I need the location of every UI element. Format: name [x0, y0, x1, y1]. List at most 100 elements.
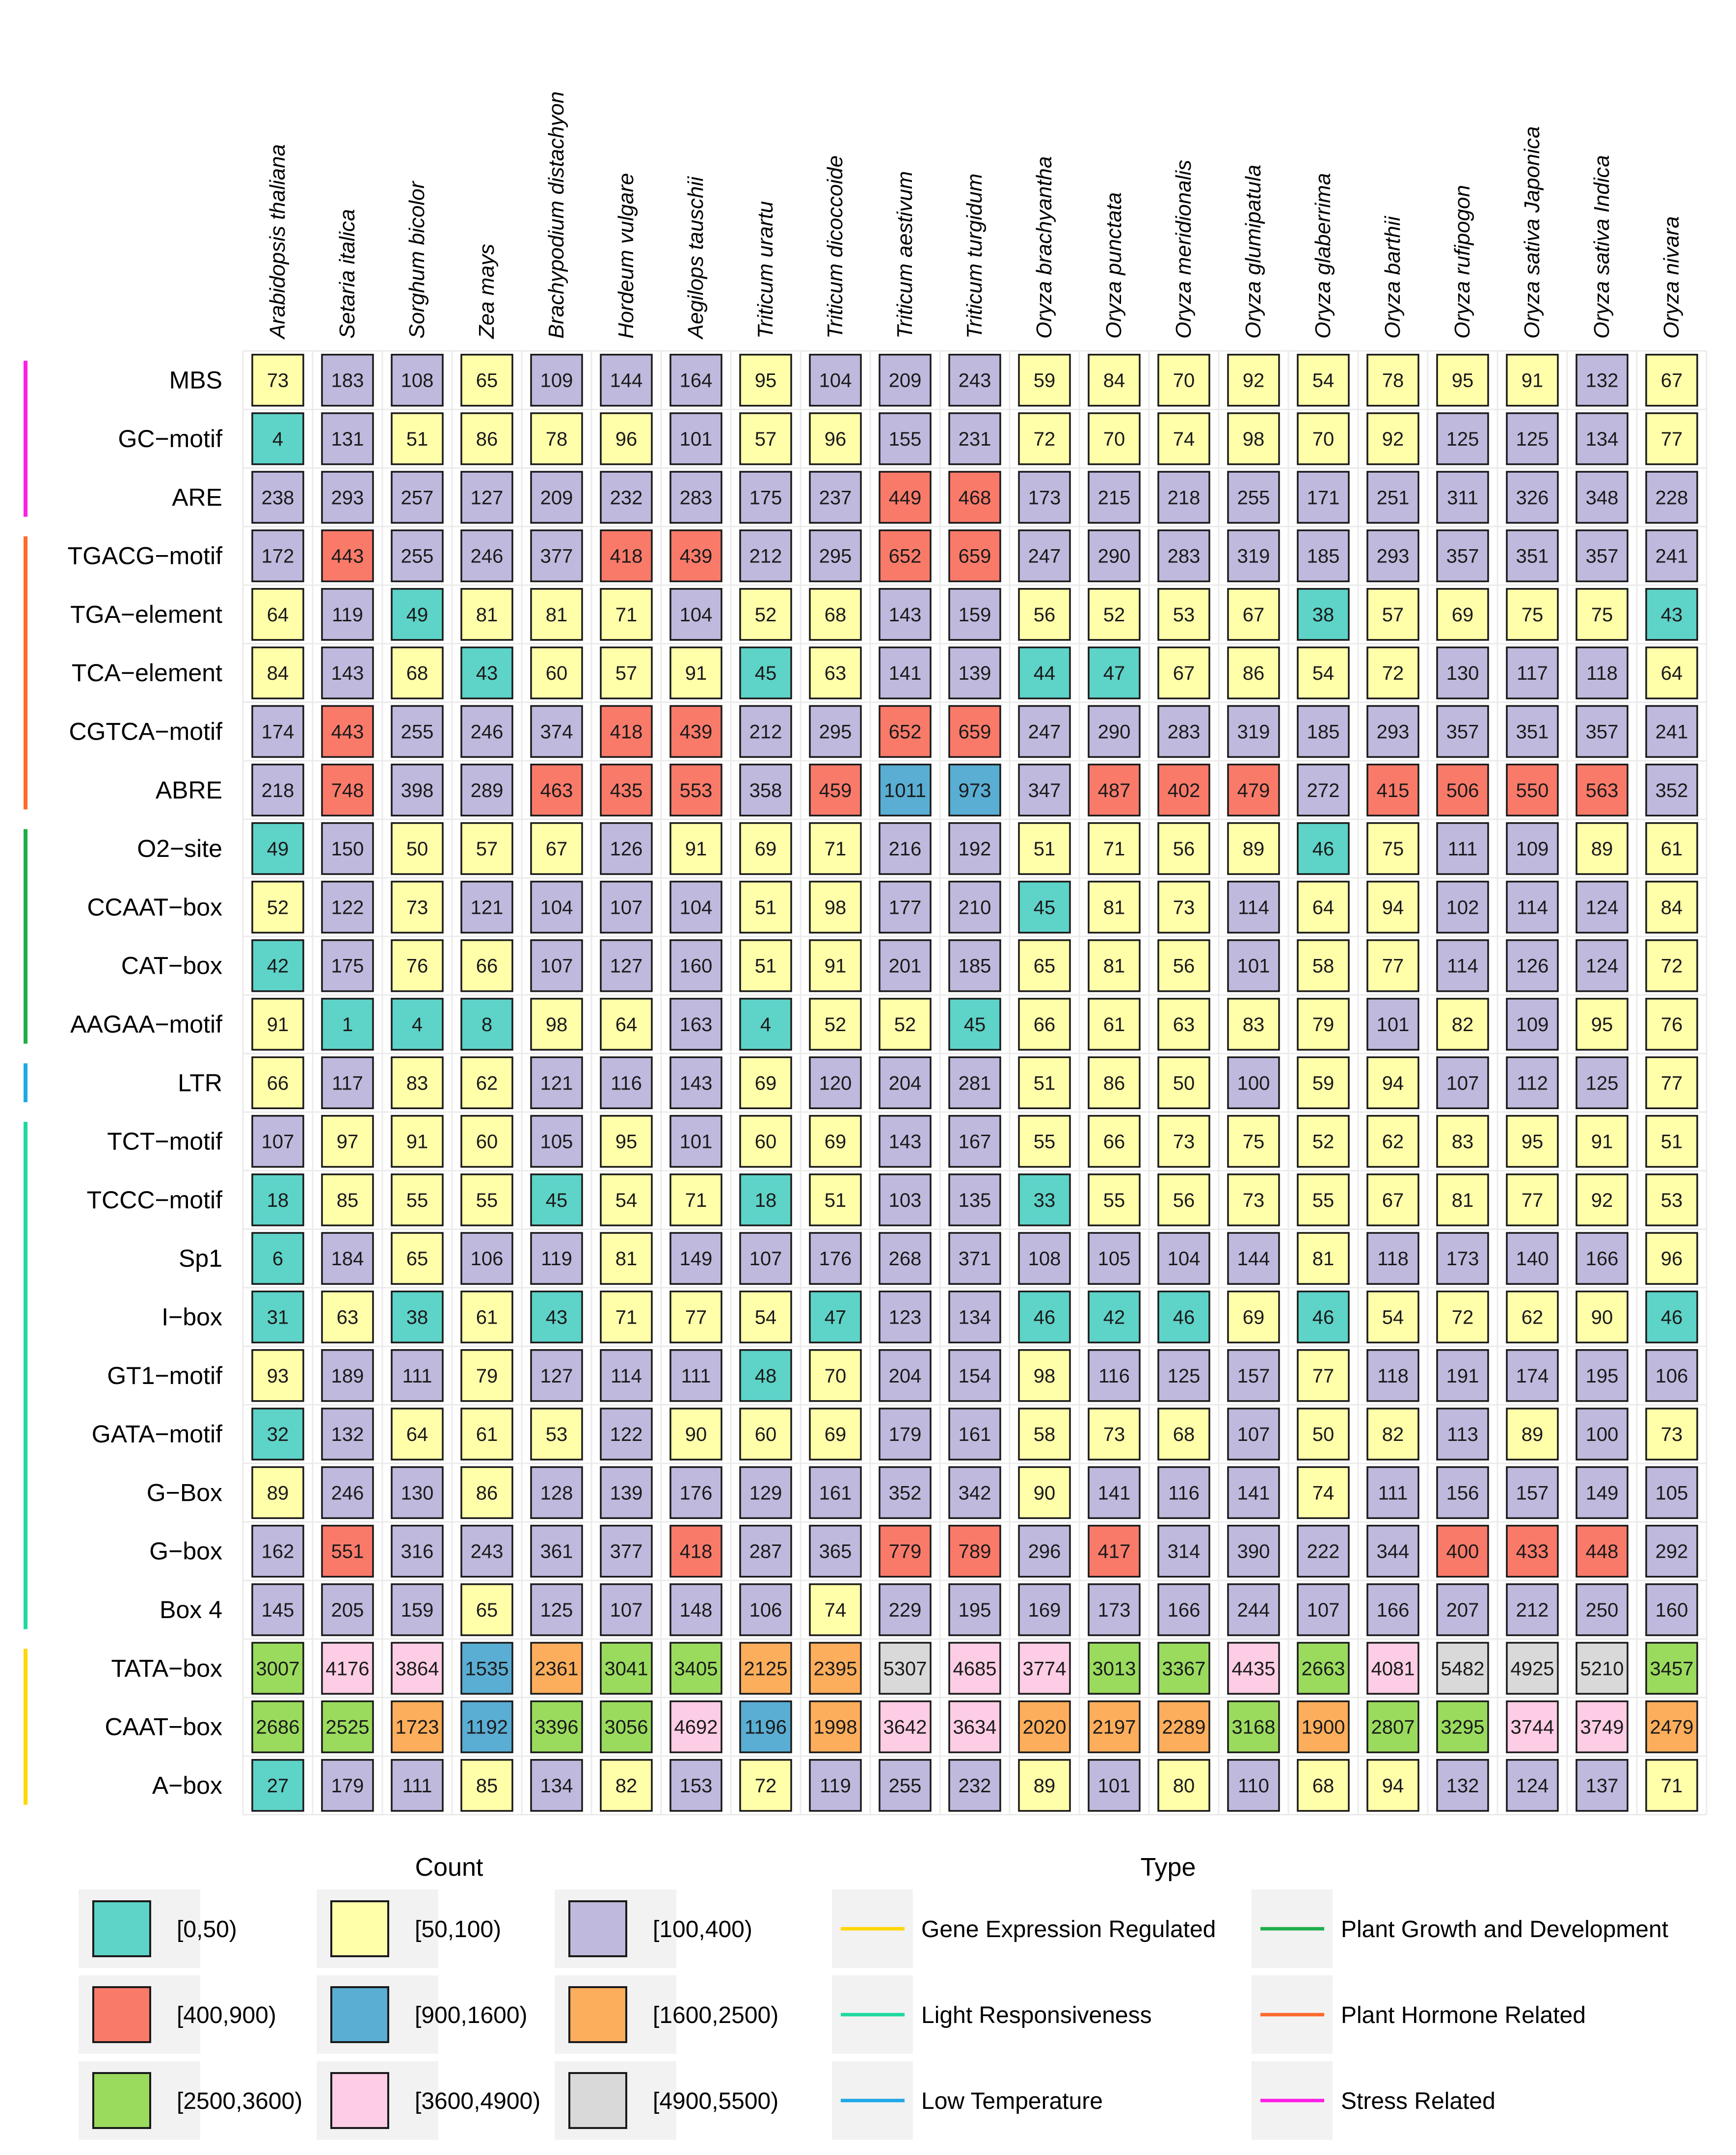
- heatmap-cell: [1645, 588, 1698, 641]
- heatmap-cell: [530, 1349, 583, 1402]
- cell-value: 46: [1661, 1306, 1683, 1328]
- cell-value: 58: [1312, 956, 1335, 977]
- heatmap-cell: [948, 1700, 1001, 1754]
- cell-value: 27: [267, 1775, 289, 1797]
- cell-value: 135: [959, 1190, 991, 1211]
- cell-value: 243: [959, 370, 991, 392]
- cell-value: 65: [476, 1599, 498, 1621]
- heatmap-cell: [530, 1115, 583, 1168]
- cell-value: 42: [1103, 1306, 1125, 1328]
- heatmap-cell: [1157, 1232, 1210, 1285]
- heatmap-cell: [600, 1583, 653, 1636]
- heatmap-cell: [1297, 1290, 1350, 1344]
- legend-swatch: [92, 1986, 151, 2043]
- heatmap-cell: [1645, 822, 1698, 875]
- cell-value: 78: [1382, 370, 1404, 392]
- heatmap-cell: [948, 412, 1001, 465]
- cell-value: 114: [611, 1365, 642, 1387]
- cell-value: 61: [476, 1306, 498, 1328]
- cell-value: 1900: [1302, 1717, 1345, 1738]
- cell-value: 4685: [953, 1658, 997, 1679]
- heatmap-cell: [251, 646, 304, 699]
- cell-value: 69: [1243, 1306, 1265, 1328]
- cell-value: 150: [331, 838, 364, 860]
- heatmap-cell: [1018, 1290, 1071, 1344]
- cell-value: 55: [1312, 1190, 1335, 1211]
- cell-value: 89: [1522, 1424, 1544, 1445]
- heatmap-cell: [1227, 412, 1280, 465]
- cell-value: 232: [610, 487, 643, 508]
- cell-value: 143: [680, 1072, 713, 1094]
- cell-value: 973: [959, 780, 991, 801]
- cell-value: 113: [1447, 1424, 1478, 1445]
- heatmap-cell: [1157, 646, 1210, 699]
- legend-swatch: [330, 2072, 389, 2129]
- cell-value: 118: [1586, 663, 1618, 684]
- heatmap-cell: [1645, 353, 1698, 407]
- heatmap-cell: [1227, 1290, 1280, 1344]
- cell-value: 2525: [326, 1717, 370, 1738]
- heatmap-cell: [1436, 1056, 1489, 1109]
- heatmap-cell: [251, 529, 304, 583]
- heatmap-cell: [669, 529, 722, 583]
- heatmap-cell: [1436, 822, 1489, 875]
- heatmap-cell: [948, 822, 1001, 875]
- cell-value: 38: [406, 1306, 428, 1328]
- heatmap-cell: [530, 998, 583, 1051]
- column-labels: Arabidopsis thaliana Setaria italica Sorgh…: [266, 91, 1683, 340]
- heatmap-cell: [321, 764, 374, 817]
- cell-value: 67: [1382, 1190, 1404, 1211]
- heatmap-cell: [1018, 764, 1071, 817]
- cell-value: 68: [1312, 1775, 1335, 1797]
- cell-value: 449: [889, 487, 922, 508]
- heatmap-cell: [1088, 529, 1141, 583]
- column-label: Oryza glumipatula: [1241, 164, 1265, 339]
- heatmap-cell: [530, 939, 583, 992]
- cell-value: 51: [755, 956, 777, 977]
- cell-value: 111: [1378, 1482, 1408, 1504]
- heatmap-cell: [321, 588, 374, 641]
- heatmap-cell: [1157, 529, 1210, 583]
- heatmap-cell: [879, 1056, 932, 1109]
- heatmap-cell: [1576, 705, 1629, 758]
- heatmap-cell: [1018, 1232, 1071, 1285]
- heatmap-cell: [1576, 1349, 1629, 1402]
- cell-value: 167: [959, 1131, 991, 1153]
- heatmap-cell: [1297, 822, 1350, 875]
- legend-label: Gene Expression Regulated: [921, 1916, 1216, 1942]
- heatmap-cell: [1366, 998, 1419, 1051]
- heatmap-cell: [1157, 705, 1210, 758]
- cell-value: 232: [959, 1775, 991, 1797]
- heatmap-cell: [879, 588, 932, 641]
- cell-value: 175: [331, 956, 364, 977]
- heatmap-cell: [600, 764, 653, 817]
- cell-value: 204: [889, 1365, 922, 1387]
- cell-value: 129: [749, 1482, 782, 1504]
- heatmap-cell: [321, 1290, 374, 1344]
- heatmap-cell: [879, 529, 932, 583]
- heatmap-cell: [321, 880, 374, 934]
- legend-label: Low Temperature: [921, 2088, 1103, 2114]
- cell-value: 127: [540, 1365, 573, 1387]
- column-label: Oryza brachyantha: [1032, 156, 1056, 339]
- heatmap-cell: [669, 1759, 722, 1812]
- cell-value: 119: [820, 1775, 851, 1797]
- cell-value: 183: [331, 370, 364, 392]
- column-label: Oryza sativa Japonica: [1520, 126, 1544, 339]
- cell-value: 124: [1586, 897, 1619, 918]
- cell-value: 124: [1516, 1775, 1549, 1797]
- heatmap-cell: [1018, 1583, 1071, 1636]
- heatmap-cell: [391, 822, 444, 875]
- heatmap-cell: [948, 1759, 1001, 1812]
- cell-value: 73: [267, 370, 289, 392]
- heatmap-cell: [600, 1466, 653, 1519]
- cell-value: 68: [1173, 1424, 1195, 1445]
- cell-value: 144: [610, 370, 643, 392]
- column-label: Oryza sativa Indica: [1590, 155, 1614, 339]
- row-label: Sp1: [179, 1245, 222, 1272]
- heatmap-cell: [1157, 412, 1210, 465]
- heatmap-cell: [251, 822, 304, 875]
- cell-value: 91: [825, 956, 847, 977]
- cell-value: 116: [1168, 1482, 1200, 1504]
- heatmap-cell: [1297, 705, 1350, 758]
